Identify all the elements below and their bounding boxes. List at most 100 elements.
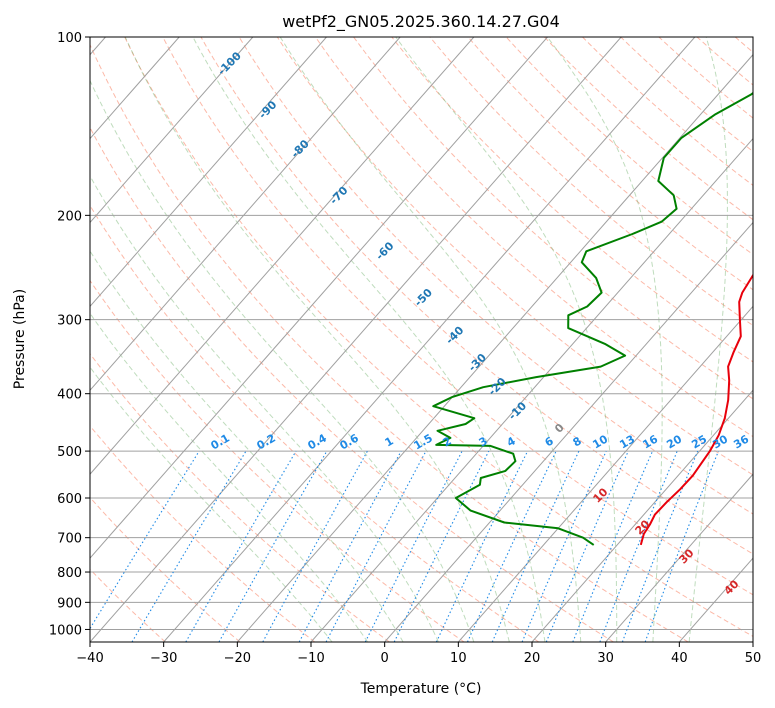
isotherm-line bbox=[531, 389, 753, 642]
mixing-ratio-line bbox=[599, 450, 678, 642]
mixing-ratio-line bbox=[298, 450, 402, 642]
temperature-trace bbox=[639, 273, 753, 546]
dry-adiabat-label: -10 bbox=[506, 399, 529, 422]
y-tick-label: 300 bbox=[57, 314, 82, 329]
dry-adiabat-line bbox=[124, 37, 753, 637]
dry-adiabat-label: -80 bbox=[289, 137, 312, 160]
mixing-ratio-line bbox=[364, 450, 463, 642]
moist-adiabat-line bbox=[90, 250, 404, 642]
mixing-ratio-label: 20 bbox=[664, 432, 684, 451]
y-tick-label: 400 bbox=[57, 388, 82, 403]
isotherm-line bbox=[605, 473, 753, 642]
y-tick-label: 800 bbox=[57, 566, 82, 581]
isotherm-line bbox=[163, 37, 696, 642]
dry-adiabat-line bbox=[696, 37, 753, 86]
mixing-ratio-line bbox=[545, 450, 629, 642]
isotherm-line bbox=[90, 37, 327, 308]
mixing-ratio-label: 16 bbox=[640, 432, 660, 451]
mixing-ratio-line bbox=[521, 450, 607, 642]
moist-adiabat-line bbox=[90, 366, 333, 642]
dry-adiabat-label: -100 bbox=[215, 49, 244, 78]
y-tick-label: 600 bbox=[57, 492, 82, 507]
x-axis-ticks: −40 −30 −20 −10 0 10 20 30 40 50 bbox=[76, 642, 761, 666]
mixing-ratio-label: 0.2 bbox=[255, 431, 278, 452]
mixing-ratio-label: 6 bbox=[543, 434, 556, 449]
x-tick-label: 20 bbox=[524, 651, 541, 666]
dry-adiabat-line bbox=[162, 37, 753, 596]
dry-adiabat-line bbox=[90, 352, 390, 642]
isotherm-line bbox=[90, 37, 254, 224]
moist-adiabat-line bbox=[688, 37, 728, 642]
dry-adiabat-line bbox=[238, 37, 753, 515]
x-tick-label: 30 bbox=[597, 651, 614, 666]
dry-adiabat-label: 0 bbox=[552, 421, 567, 436]
x-tick-label: −20 bbox=[224, 651, 251, 666]
y-axis-ticks: 100 200 300 400 500 600 700 800 900 1000 bbox=[49, 31, 90, 638]
x-tick-label: 0 bbox=[381, 651, 389, 666]
moist-adiabat-line bbox=[90, 79, 475, 642]
y-tick-label: 900 bbox=[57, 596, 82, 611]
dry-adiabat-line bbox=[734, 37, 753, 53]
chart-title: wetPf2_GN05.2025.360.14.27.G04 bbox=[282, 12, 560, 32]
mixing-ratio-label: 3 bbox=[477, 434, 490, 449]
dry-adiabat-line bbox=[467, 37, 753, 291]
dry-adiabat-line bbox=[620, 37, 753, 153]
dry-adiabat-label: -70 bbox=[327, 184, 350, 207]
mixing-ratio-label: 1.5 bbox=[412, 431, 435, 452]
y-tick-label: 200 bbox=[57, 209, 82, 224]
mixing-ratio-line bbox=[185, 450, 297, 642]
x-tick-label: 10 bbox=[450, 651, 467, 666]
dry-adiabat-label: -60 bbox=[373, 239, 396, 262]
isotherm-line bbox=[90, 37, 475, 475]
mixing-ratio-line bbox=[572, 450, 654, 642]
x-tick-label: −40 bbox=[76, 651, 103, 666]
dewpoint-trace bbox=[432, 91, 753, 546]
mixing-ratio-label: 2 bbox=[441, 434, 454, 449]
moist-adiabat-line bbox=[124, 37, 510, 642]
moist-adiabat-line bbox=[279, 37, 582, 642]
mixing-ratio-line bbox=[491, 450, 580, 642]
mixing-ratio-label: 0.4 bbox=[306, 431, 330, 452]
x-tick-label: −30 bbox=[150, 651, 177, 666]
dry-adiabat-label: -90 bbox=[256, 98, 279, 121]
mixing-ratio-label: 0.6 bbox=[338, 431, 362, 452]
dry-adiabat-line bbox=[544, 37, 753, 221]
sounding-traces bbox=[432, 91, 753, 546]
x-axis-label: Temperature (°C) bbox=[360, 681, 482, 697]
moist-adiabat-label: 30 bbox=[677, 546, 697, 566]
mixing-ratio-label: 10 bbox=[590, 432, 610, 451]
dry-adiabat-label: -20 bbox=[486, 375, 509, 398]
x-tick-label: −10 bbox=[297, 651, 324, 666]
moist-adiabat-line bbox=[90, 312, 369, 642]
mixing-ratio-label: 25 bbox=[689, 433, 709, 452]
mixing-ratio-line bbox=[218, 450, 328, 642]
dry-adiabat-line bbox=[90, 496, 241, 642]
dry-adiabat-line bbox=[90, 425, 316, 642]
dry-adiabat-line bbox=[200, 37, 753, 555]
isotherm-line bbox=[752, 641, 753, 642]
mixing-ratio-line bbox=[435, 450, 529, 642]
mixing-ratio-line bbox=[90, 450, 200, 630]
mixing-ratio-line bbox=[325, 450, 427, 642]
y-tick-label: 1000 bbox=[49, 623, 82, 638]
mixing-ratio-label: 13 bbox=[617, 433, 637, 452]
plot-frame bbox=[89, 36, 754, 643]
dry-adiabat-line bbox=[429, 37, 753, 327]
isotherm-line bbox=[90, 37, 401, 392]
y-tick-label: 700 bbox=[57, 532, 82, 547]
dry-adiabat-label: -40 bbox=[443, 324, 466, 347]
moist-adiabat-label: 40 bbox=[722, 577, 742, 597]
background-lines bbox=[90, 37, 753, 642]
dry-adiabat-line bbox=[658, 37, 753, 119]
mixing-ratio-label: 4 bbox=[505, 434, 518, 449]
y-tick-label: 500 bbox=[57, 445, 82, 460]
moist-adiabat-line bbox=[192, 37, 546, 642]
dry-adiabat-line bbox=[90, 126, 614, 642]
moist-adiabat-line bbox=[90, 174, 439, 642]
x-tick-label: 50 bbox=[745, 651, 762, 666]
mixing-ratio-label: 1 bbox=[383, 434, 396, 449]
y-tick-label: 100 bbox=[57, 31, 82, 46]
mixing-ratio-line bbox=[262, 450, 368, 642]
isotherm-line bbox=[457, 305, 753, 642]
isotherm-line bbox=[90, 37, 622, 642]
